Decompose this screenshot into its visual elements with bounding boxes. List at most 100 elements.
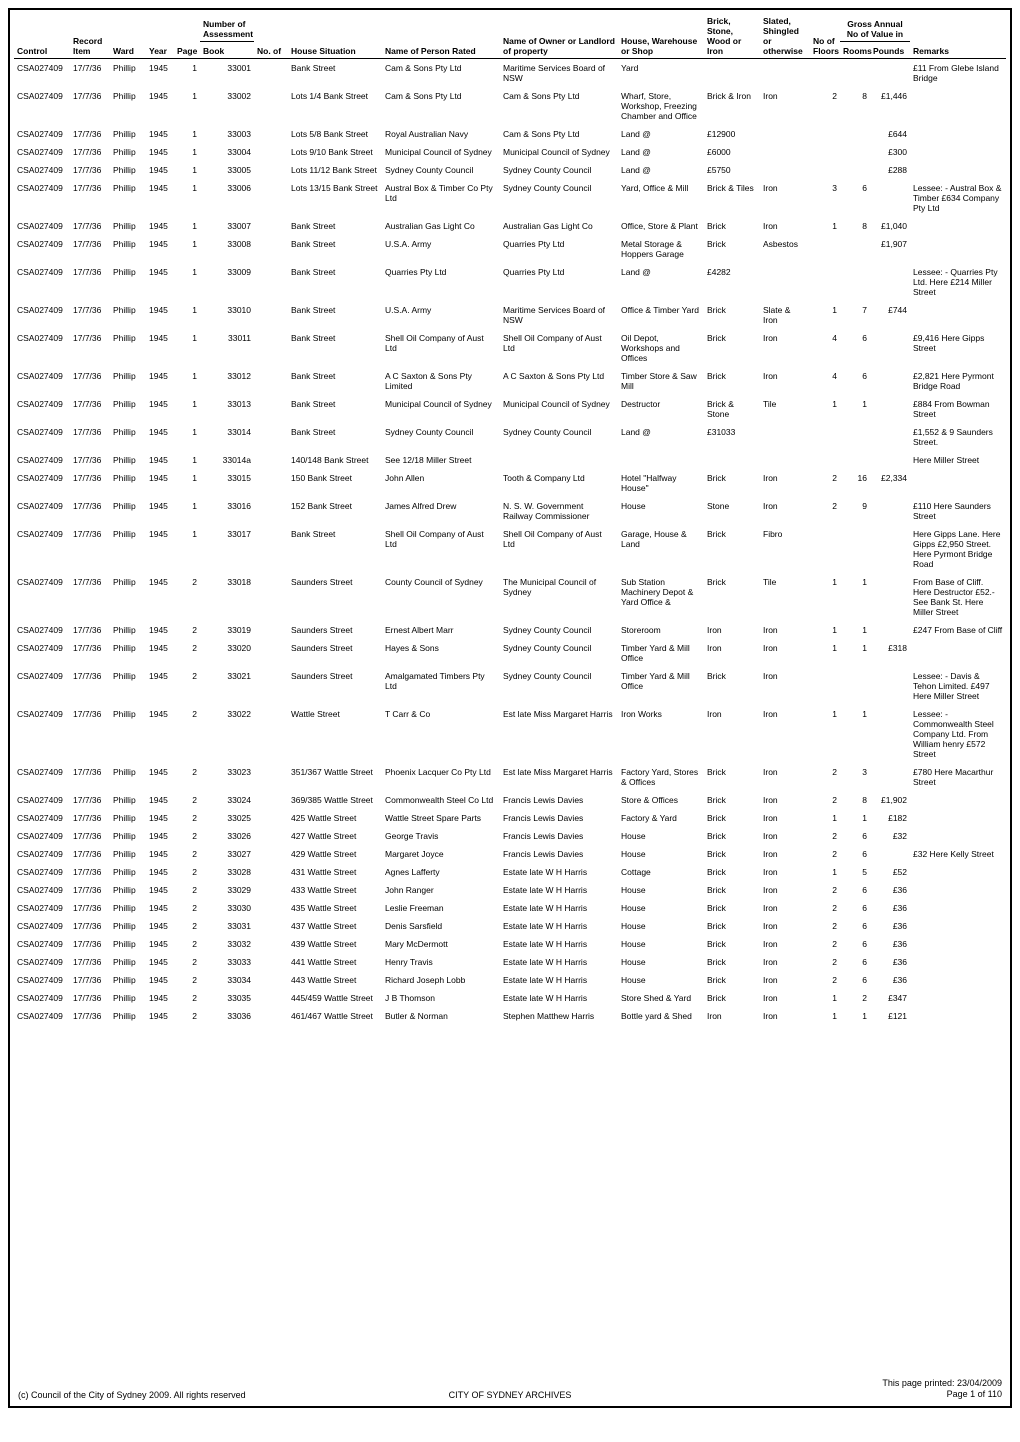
cell-pounds: [870, 845, 910, 863]
cell-person: Quarries Pty Ltd: [382, 263, 500, 301]
cell-slated: Iron: [760, 917, 810, 935]
cell-slated: Tile: [760, 573, 810, 621]
cell-owner: Australian Gas Light Co: [500, 217, 618, 235]
cell-person: Cam & Sons Pty Ltd: [382, 59, 500, 88]
cell-pounds: [870, 525, 910, 573]
cell-remarks: [910, 235, 1006, 263]
table-row: CSA02740917/7/36Phillip1945133010Bank St…: [14, 301, 1006, 329]
cell-person: U.S.A. Army: [382, 235, 500, 263]
cell-owner: Quarries Pty Ltd: [500, 235, 618, 263]
cell-rooms: 6: [840, 329, 870, 367]
cell-hw: Wharf, Store, Workshop, Freezing Chamber…: [618, 87, 704, 125]
cell-book: 33014: [200, 423, 254, 451]
cell-person: Commonwealth Steel Co Ltd: [382, 791, 500, 809]
cell-page: 1: [174, 217, 200, 235]
cell-page: 2: [174, 791, 200, 809]
cell-house: Wattle Street: [288, 705, 382, 763]
table-row: CSA02740917/7/36Phillip1945133017Bank St…: [14, 525, 1006, 573]
cell-owner: Maritime Services Board of NSW: [500, 301, 618, 329]
cell-house: 441 Wattle Street: [288, 953, 382, 971]
cell-pounds: [870, 367, 910, 395]
cell-page: 2: [174, 863, 200, 881]
footer-page: Page 1 of 110: [947, 1389, 1002, 1399]
cell-record: 17/7/36: [70, 525, 110, 573]
cell-owner: Francis Lewis Davies: [500, 827, 618, 845]
cell-page: 2: [174, 809, 200, 827]
table-row: CSA02740917/7/36Phillip1945233023351/367…: [14, 763, 1006, 791]
cell-hw: Storeroom: [618, 621, 704, 639]
cell-house: Bank Street: [288, 395, 382, 423]
table-row: CSA02740917/7/36Phillip1945233021Saunder…: [14, 667, 1006, 705]
cell-house: 439 Wattle Street: [288, 935, 382, 953]
cell-year: 1945: [146, 1007, 174, 1025]
cell-slated: Iron: [760, 639, 810, 667]
cell-rooms: 9: [840, 497, 870, 525]
cell-owner: Sydney County Council: [500, 621, 618, 639]
cell-ward: Phillip: [110, 881, 146, 899]
cell-no: [254, 143, 288, 161]
cell-control: CSA027409: [14, 881, 70, 899]
cell-slated: Iron: [760, 809, 810, 827]
cell-person: J B Thomson: [382, 989, 500, 1007]
cell-book: 33026: [200, 827, 254, 845]
cell-no: [254, 301, 288, 329]
cell-remarks: Here Miller Street: [910, 451, 1006, 469]
cell-remarks: [910, 899, 1006, 917]
cell-person: Phoenix Lacquer Co Pty Ltd: [382, 763, 500, 791]
cell-book: 33004: [200, 143, 254, 161]
cell-year: 1945: [146, 899, 174, 917]
cell-ward: Phillip: [110, 621, 146, 639]
cell-year: 1945: [146, 763, 174, 791]
cell-house: 433 Wattle Street: [288, 881, 382, 899]
cell-owner: Shell Oil Company of Aust Ltd: [500, 329, 618, 367]
cell-brick: Brick & Iron: [704, 87, 760, 125]
cell-rooms: 8: [840, 791, 870, 809]
hdr-remarks: Remarks: [910, 14, 1006, 59]
cell-slated: Iron: [760, 827, 810, 845]
cell-rooms: 6: [840, 935, 870, 953]
cell-rooms: 1: [840, 573, 870, 621]
cell-slated: [760, 263, 810, 301]
cell-book: 33016: [200, 497, 254, 525]
cell-pounds: £1,446: [870, 87, 910, 125]
cell-house: Saunders Street: [288, 621, 382, 639]
cell-pounds: £1,902: [870, 791, 910, 809]
cell-house: Lots 1/4 Bank Street: [288, 87, 382, 125]
cell-control: CSA027409: [14, 59, 70, 88]
cell-page: 1: [174, 395, 200, 423]
cell-pounds: £182: [870, 809, 910, 827]
cell-person: U.S.A. Army: [382, 301, 500, 329]
cell-no: [254, 953, 288, 971]
cell-rooms: 1: [840, 395, 870, 423]
table-row: CSA02740917/7/36Phillip1945133004Lots 9/…: [14, 143, 1006, 161]
cell-slated: Iron: [760, 217, 810, 235]
cell-page: 2: [174, 621, 200, 639]
cell-floors: 2: [810, 497, 840, 525]
cell-brick: £12900: [704, 125, 760, 143]
cell-ward: Phillip: [110, 469, 146, 497]
cell-owner: Sydney County Council: [500, 161, 618, 179]
cell-owner: Cam & Sons Pty Ltd: [500, 125, 618, 143]
cell-page: 2: [174, 935, 200, 953]
hdr-year: Year: [146, 14, 174, 59]
cell-house: 445/459 Wattle Street: [288, 989, 382, 1007]
table-row: CSA02740917/7/36Phillip1945233033441 Wat…: [14, 953, 1006, 971]
table-row: CSA02740917/7/36Phillip1945233018Saunder…: [14, 573, 1006, 621]
cell-no: [254, 705, 288, 763]
cell-brick: Iron: [704, 1007, 760, 1025]
cell-record: 17/7/36: [70, 59, 110, 88]
cell-book: 33032: [200, 935, 254, 953]
cell-ward: Phillip: [110, 971, 146, 989]
cell-record: 17/7/36: [70, 827, 110, 845]
cell-hw: Yard: [618, 59, 704, 88]
cell-record: 17/7/36: [70, 497, 110, 525]
cell-control: CSA027409: [14, 143, 70, 161]
cell-hw: Garage, House & Land: [618, 525, 704, 573]
cell-page: 1: [174, 179, 200, 217]
footer-pageinfo: This page printed: 23/04/2009 Page 1 of …: [882, 1378, 1002, 1400]
cell-book: 33012: [200, 367, 254, 395]
cell-ward: Phillip: [110, 451, 146, 469]
cell-rooms: 1: [840, 639, 870, 667]
cell-brick: Brick: [704, 989, 760, 1007]
cell-floors: 1: [810, 705, 840, 763]
